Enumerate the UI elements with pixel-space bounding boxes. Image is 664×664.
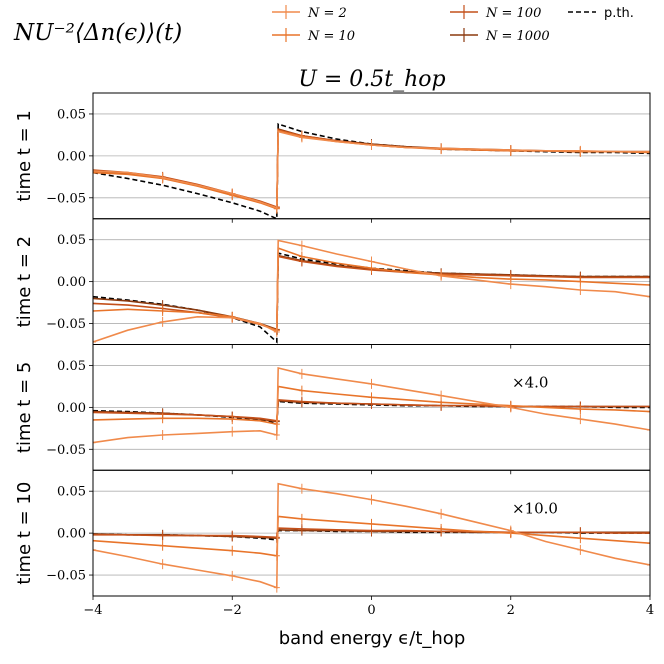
panel-1: −0.05 0.00 0.05 time t = 1 <box>14 92 651 223</box>
legend-label: N = 10 <box>307 29 355 44</box>
y-tick-label: 0.05 <box>57 107 86 122</box>
y-tick-label: 0.05 <box>57 485 86 500</box>
x-tick-labels: −4 −2 0 2 4 <box>83 603 654 618</box>
scale-annotation: ×4.0 <box>512 374 548 392</box>
y-tick-label: 0.00 <box>57 401 86 416</box>
series-group <box>93 122 650 219</box>
legend-label: p.th. <box>604 6 634 21</box>
series-line-pth <box>93 122 650 219</box>
x-tick-label: 4 <box>646 603 654 618</box>
panels: −0.05 0.00 0.05 time t = 1 −0.05 0.00 0.05 time… <box>14 92 654 618</box>
legend-label: N = 2 <box>307 6 347 21</box>
panel-3: −0.05 0.00 0.05 time t = 5 ×4.0 <box>14 344 651 475</box>
panel-4: −0.05 0.00 0.05 time t = 10 ×10.0 <box>14 469 651 600</box>
series-line-n-100 <box>93 527 650 539</box>
x-tick-label: 2 <box>507 603 515 618</box>
series-line-n-10 <box>93 246 650 332</box>
y-tick-label: −0.05 <box>46 443 86 458</box>
series-line-n-2 <box>93 366 650 444</box>
figure-header: NU⁻²⟨Δn(ϵ)⟩(t) U = 0.5t_hop N = 2N = 10N… <box>13 5 634 92</box>
y-tick-label: −0.05 <box>46 191 86 206</box>
series-line-n-10 <box>93 515 650 557</box>
y-tick-label: −0.05 <box>46 569 86 584</box>
y-axis-label: time t = 1 <box>14 110 35 201</box>
legend-label: N = 100 <box>485 6 541 21</box>
legend-label: N = 1000 <box>485 29 550 44</box>
y-axis-label: time t = 5 <box>14 362 35 453</box>
series-line-n-2 <box>93 130 650 210</box>
panel-2: −0.05 0.00 0.05 time t = 2 <box>14 218 651 349</box>
suptitle: NU⁻²⟨Δn(ϵ)⟩(t) <box>13 20 182 46</box>
y-tick-label: −0.05 <box>46 317 86 332</box>
x-axis-label: band energy ϵ/t_hop <box>279 628 466 649</box>
x-tick-label: −2 <box>223 603 242 618</box>
series-line-n-2 <box>93 239 650 343</box>
legend-entry-pth: p.th. <box>568 6 634 21</box>
y-tick-label: 0.05 <box>57 233 86 248</box>
y-tick-label: 0.05 <box>57 359 86 374</box>
legend-entry-n-1000: N = 1000 <box>450 28 550 44</box>
legend-entry-n-10: N = 10 <box>272 28 355 44</box>
chart-title: U = 0.5t_hop <box>298 67 445 92</box>
y-tick-label: 0.00 <box>57 527 86 542</box>
y-axis-label: time t = 10 <box>14 482 35 585</box>
y-axis-label: time t = 2 <box>14 236 35 327</box>
scale-annotation: ×10.0 <box>512 499 558 517</box>
x-tick-label: 0 <box>367 603 375 618</box>
series-line-n-10 <box>93 385 650 426</box>
legend-entry-n-2: N = 2 <box>272 5 347 21</box>
series-group <box>93 482 650 593</box>
legend-entry-n-100: N = 100 <box>450 5 541 21</box>
x-tick-label: −4 <box>83 603 102 618</box>
y-tick-label: 0.00 <box>57 275 86 290</box>
series-group <box>93 366 650 448</box>
series-line-n-100 <box>93 398 650 422</box>
legend: N = 2 N = 10 N = 100 N = 1000 p.th. <box>272 5 634 44</box>
series-line-n-2 <box>93 482 650 589</box>
panel-frame <box>92 469 651 597</box>
y-tick-label: 0.00 <box>57 149 86 164</box>
series-group <box>93 239 650 345</box>
